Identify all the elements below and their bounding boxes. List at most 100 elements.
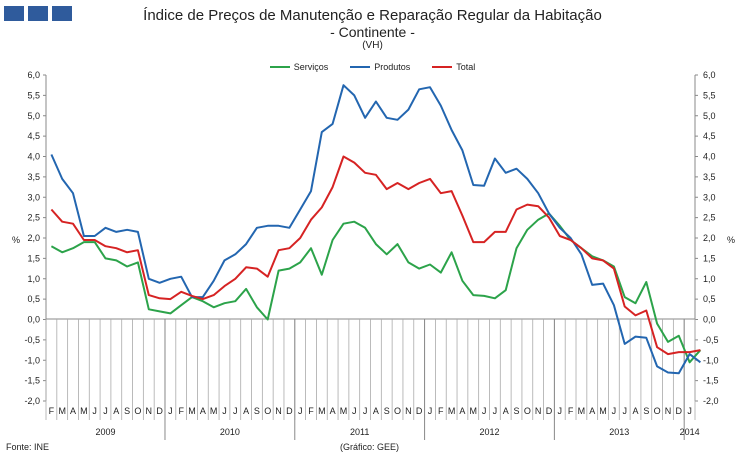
month-label: M (599, 406, 607, 416)
month-label: M (470, 406, 478, 416)
legend-label-total: Total (456, 62, 476, 72)
year-label: 2009 (95, 427, 115, 437)
y-tick-label-right: 6,0 (703, 70, 716, 80)
month-label: M (578, 406, 586, 416)
month-label: S (124, 406, 130, 416)
y-tick-label-left: 3,0 (27, 192, 40, 202)
month-label: N (146, 406, 153, 416)
y-tick-label-right: -2,0 (703, 396, 719, 406)
month-label: M (58, 406, 66, 416)
month-label: A (373, 406, 379, 416)
y-tick-label-left: 3,5 (27, 172, 40, 182)
month-label: M (448, 406, 456, 416)
chart-title: Índice de Preços de Manutenção e Reparaç… (143, 7, 602, 24)
month-label: O (394, 406, 401, 416)
legend-label-servicos: Serviços (293, 62, 329, 72)
y-axis-label-left: % (12, 235, 20, 245)
y-tick-label-left: 1,5 (27, 253, 40, 263)
y-tick-label-left: 0,5 (27, 294, 40, 304)
month-label: J (622, 406, 627, 416)
y-tick-label-right: -1,0 (703, 355, 719, 365)
chart-subtitle: - Continente - (330, 24, 415, 40)
month-label: A (70, 406, 76, 416)
chart-unit: (VH) (362, 40, 383, 51)
y-tick-label-left: 4,5 (27, 131, 40, 141)
year-label: 2014 (680, 427, 700, 437)
month-label: M (210, 406, 218, 416)
y-tick-label-left: 2,0 (27, 233, 40, 243)
series-line-total (50, 155, 701, 356)
legend-swatch-servicos (269, 66, 290, 68)
ine-logo-icon (4, 6, 72, 21)
month-label: O (524, 406, 531, 416)
y-tick-label-right: 1,0 (703, 274, 716, 284)
month-label: J (168, 406, 173, 416)
month-label: M (340, 406, 348, 416)
y-tick-label-right: 2,5 (703, 213, 716, 223)
y-tick-label-right: 3,0 (703, 192, 716, 202)
month-label: D (416, 406, 423, 416)
y-tick-label-right: 5,5 (703, 90, 716, 100)
month-label: M (80, 406, 88, 416)
month-label: N (665, 406, 672, 416)
series-line-servios (50, 212, 702, 364)
month-label: S (514, 406, 520, 416)
y-tick-label-left: -1,0 (24, 355, 40, 365)
month-label: J (363, 406, 368, 416)
month-label: O (654, 406, 661, 416)
month-label: A (113, 406, 119, 416)
month-label: F (308, 406, 314, 416)
month-label: M (318, 406, 326, 416)
logo-block (52, 6, 72, 21)
month-label: J (92, 406, 97, 416)
month-label: O (134, 406, 141, 416)
month-label: D (546, 406, 553, 416)
y-tick-label-left: -1,5 (24, 376, 40, 386)
year-label: 2010 (220, 427, 240, 437)
y-axis-label-right: % (727, 235, 735, 245)
month-label: J (233, 406, 238, 416)
y-tick-label-right: 5,0 (703, 111, 716, 121)
month-label: F (49, 406, 55, 416)
logo-block (4, 6, 24, 21)
month-label: J (493, 406, 498, 416)
month-label: J (482, 406, 487, 416)
month-label: A (243, 406, 249, 416)
month-label: S (254, 406, 260, 416)
month-label: D (156, 406, 163, 416)
month-label: J (687, 406, 692, 416)
y-tick-label-left: 5,0 (27, 111, 40, 121)
year-label: 2012 (479, 427, 499, 437)
month-label: A (589, 406, 595, 416)
y-tick-label-left: -2,0 (24, 396, 40, 406)
y-tick-label-left: 4,0 (27, 152, 40, 162)
legend-item-servicos: Serviços (269, 62, 329, 72)
month-label: S (384, 406, 390, 416)
y-tick-label-left: 2,5 (27, 213, 40, 223)
month-label: O (264, 406, 271, 416)
month-label: A (200, 406, 206, 416)
y-tick-label-right: -1,5 (703, 376, 719, 386)
month-label: F (438, 406, 444, 416)
month-label: J (222, 406, 227, 416)
month-label: N (275, 406, 282, 416)
month-label: S (643, 406, 649, 416)
y-tick-label-right: 1,5 (703, 253, 716, 263)
month-label: J (428, 406, 433, 416)
month-label: N (405, 406, 412, 416)
month-label: A (633, 406, 639, 416)
legend-item-produtos: Produtos (350, 62, 410, 72)
legend-swatch-produtos (350, 66, 371, 68)
month-label: J (558, 406, 563, 416)
y-tick-label-right: 0,0 (703, 315, 716, 325)
legend-item-total: Total (432, 62, 475, 72)
logo-block (28, 6, 48, 21)
y-tick-label-left: 6,0 (27, 70, 40, 80)
y-tick-label-left: 5,5 (27, 90, 40, 100)
source-note: Fonte: INE (6, 442, 50, 452)
month-label: D (676, 406, 683, 416)
month-label: J (103, 406, 108, 416)
y-tick-label-right: 3,5 (703, 172, 716, 182)
series-line-produtos (50, 84, 702, 375)
